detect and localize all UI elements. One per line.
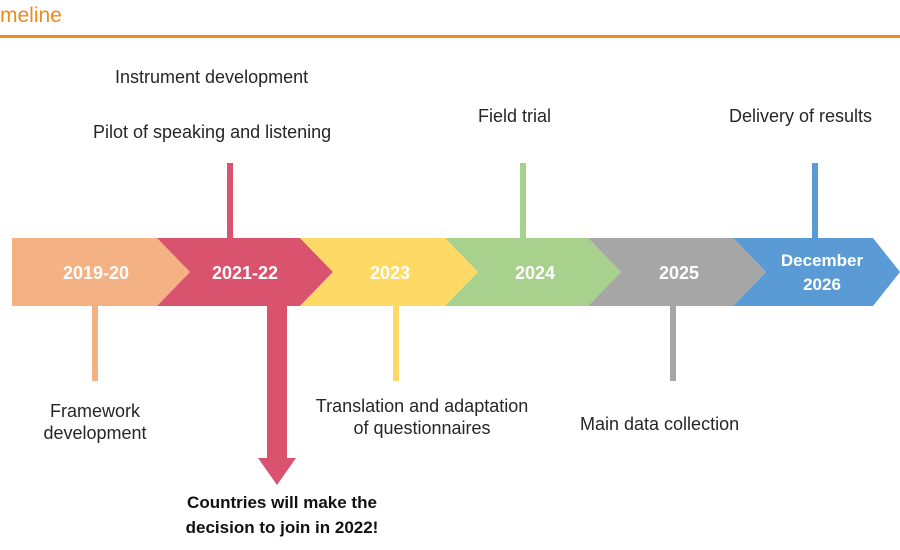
decision-note: Countries will make the decision to join… [162,490,402,540]
label-main-data-collection: Main data collection [580,414,740,434]
label-framework-development: Framework development [15,400,175,444]
segment-2024 [445,238,621,306]
segment-december-2026 [733,238,900,306]
segment-2025 [588,238,766,306]
year-label-2024: 2024 [515,263,555,283]
year-label-december: December [781,251,864,270]
label-translation-line1: Translation and adaptation [315,396,529,416]
label-translation-adaptation: Translation and adaptation of questionna… [296,395,548,439]
decision-note-line2: decision to join in 2022! [185,518,379,537]
segment-2019-20 [12,238,190,306]
header-divider [0,35,900,38]
label-field-trial: Field trial [478,106,552,126]
year-label-2026: 2026 [803,275,841,294]
decision-arrow-shaft [267,280,287,458]
year-label-2023: 2023 [370,263,410,283]
label-instrument-development: Instrument development [115,67,309,87]
segment-2021-22 [157,238,333,306]
decision-note-line1: Countries will make the [187,493,377,512]
year-label-2019-20: 2019-20 [63,263,129,283]
decision-arrow-head [258,458,296,485]
page-title: meline [0,4,62,27]
year-label-2025: 2025 [659,263,699,283]
label-pilot-speaking-listening: Pilot of speaking and listening [93,122,332,142]
label-framework-line2: development [43,423,147,443]
segment-2023 [300,238,478,306]
label-delivery-of-results: Delivery of results [729,106,873,126]
year-label-2021-22: 2021-22 [212,263,278,283]
label-translation-line2: of questionnaires [353,418,491,438]
label-framework-line1: Framework [49,401,140,421]
